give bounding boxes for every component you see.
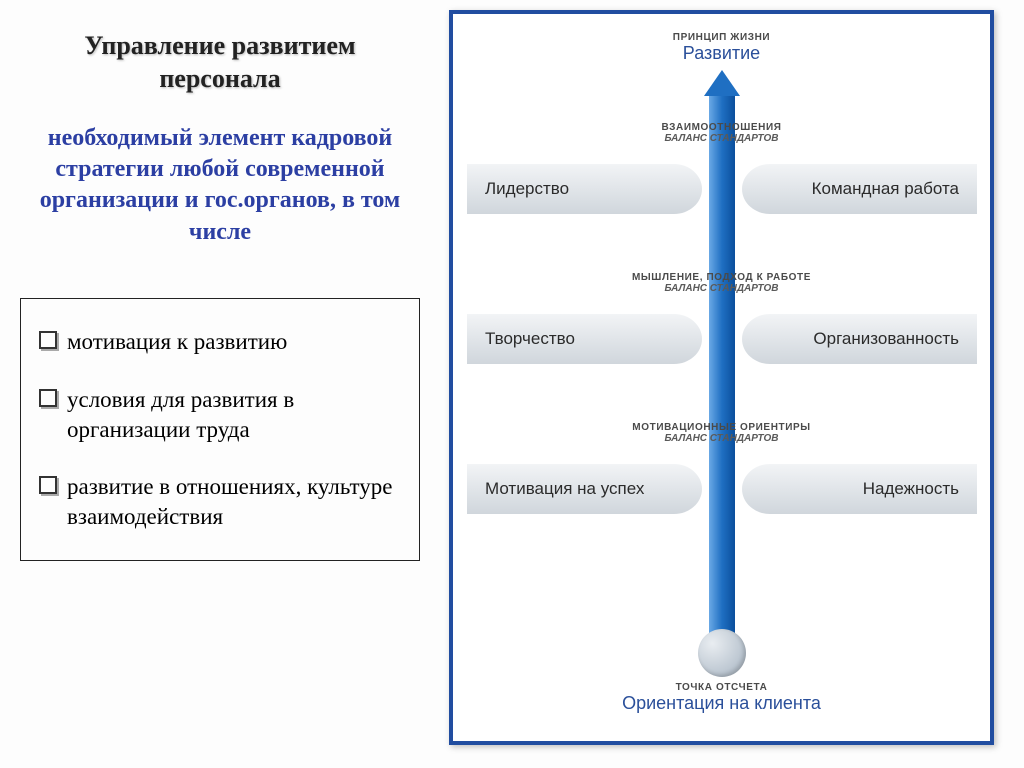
section-cap: ТОЧКА ОТСЧЕТА <box>572 682 872 693</box>
section-header: МЫШЛЕНИЕ, ПОДХОД К РАБОТЕ БАЛАНС СТАНДАР… <box>572 272 872 294</box>
section-main: Ориентация на клиента <box>572 694 872 714</box>
section-cap: ПРИНЦИП ЖИЗНИ <box>572 32 872 43</box>
bullet-box: мотивация к развитию условия для развити… <box>20 298 420 561</box>
bullet-item: развитие в отношениях, культуре взаимоде… <box>39 472 401 532</box>
section-header-bottom: ТОЧКА ОТСЧЕТА Ориентация на клиента <box>572 682 872 714</box>
checkbox-icon <box>39 389 57 407</box>
diagram-frame: ПРИНЦИП ЖИЗНИ Развитие ВЗАИМООТНОШЕНИЯ Б… <box>449 10 994 745</box>
bulb-icon <box>698 629 746 677</box>
section-sub: БАЛАНС СТАНДАРТОВ <box>572 433 872 444</box>
section-cap: МОТИВАЦИОННЫЕ ОРИЕНТИРЫ <box>572 422 872 433</box>
section-header-top: ПРИНЦИП ЖИЗНИ Развитие <box>572 32 872 64</box>
leaf-label: Творчество <box>485 329 575 349</box>
leaf-label: Организованность <box>813 329 959 349</box>
section-header: МОТИВАЦИОННЫЕ ОРИЕНТИРЫ БАЛАНС СТАНДАРТО… <box>572 422 872 444</box>
section-sub: БАЛАНС СТАНДАРТОВ <box>572 133 872 144</box>
pillar <box>709 84 735 644</box>
bullet-item: мотивация к развитию <box>39 327 401 357</box>
leaf-left: Мотивация на успех <box>467 464 702 514</box>
leaf-right: Организованность <box>742 314 977 364</box>
left-column: Управление развитием персонала необходим… <box>20 30 420 561</box>
bullet-item: условия для развития в организации труда <box>39 385 401 445</box>
bullet-text: мотивация к развитию <box>67 327 287 357</box>
page-title: Управление развитием персонала <box>20 30 420 95</box>
section-cap: МЫШЛЕНИЕ, ПОДХОД К РАБОТЕ <box>572 272 872 283</box>
leaf-right: Командная работа <box>742 164 977 214</box>
section-cap: ВЗАИМООТНОШЕНИЯ <box>572 122 872 133</box>
section-header: ВЗАИМООТНОШЕНИЯ БАЛАНС СТАНДАРТОВ <box>572 122 872 144</box>
arrowhead-icon <box>704 70 740 96</box>
diagram: ПРИНЦИП ЖИЗНИ Развитие ВЗАИМООТНОШЕНИЯ Б… <box>453 14 990 741</box>
leaf-label: Командная работа <box>812 179 959 199</box>
section-main: Развитие <box>572 44 872 64</box>
subtitle: необходимый элемент кадровой стратегии л… <box>20 123 420 248</box>
leaf-label: Мотивация на успех <box>485 479 644 499</box>
leaf-label: Лидерство <box>485 179 569 199</box>
leaf-label: Надежность <box>863 479 959 499</box>
bullet-text: развитие в отношениях, культуре взаимоде… <box>67 472 401 532</box>
leaf-right: Надежность <box>742 464 977 514</box>
section-sub: БАЛАНС СТАНДАРТОВ <box>572 283 872 294</box>
bullet-text: условия для развития в организации труда <box>67 385 401 445</box>
leaf-left: Творчество <box>467 314 702 364</box>
checkbox-icon <box>39 476 57 494</box>
title-line-1: Управление развитием <box>84 31 355 60</box>
title-line-2: персонала <box>159 64 280 93</box>
checkbox-icon <box>39 331 57 349</box>
leaf-left: Лидерство <box>467 164 702 214</box>
